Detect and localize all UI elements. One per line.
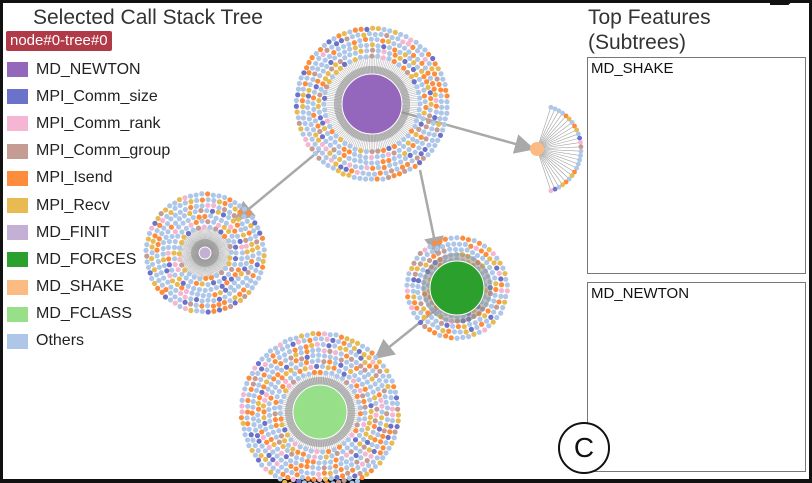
legend-item[interactable]: Others [7,328,170,355]
legend-label: MD_FORCES [36,250,137,268]
cluster-md-finit[interactable] [143,191,267,315]
edge-arrow [234,149,321,222]
legend-label: MPI_Comm_size [36,87,158,105]
legend-item[interactable]: MPI_Isend [7,165,170,192]
legend-item[interactable]: MPI_Recv [7,192,170,219]
legend-label: MD_NEWTON [36,60,141,78]
legend-swatch [7,143,28,159]
feature-box-md-newton[interactable]: MD_NEWTON [587,282,806,472]
legend-swatch [7,225,28,241]
legend-item[interactable]: MD_FINIT [7,219,170,246]
legend-swatch [7,116,28,132]
legend-label: MPI_Comm_rank [36,114,161,132]
legend-label: MD_FCLASS [36,305,133,323]
cluster-md-forces[interactable] [404,235,510,341]
legend-swatch [7,306,28,322]
feature-label: MD_NEWTON [591,285,690,302]
legend-item[interactable]: MPI_Comm_size [7,83,170,110]
node-tree-tag[interactable]: node#0-tree#0 [6,31,112,51]
panel-subtitle-subtrees: (Subtrees) [588,31,687,54]
legend-label: MPI_Recv [36,196,110,214]
feature-box-md-shake[interactable]: MD_SHAKE [587,57,806,274]
legend-label: MPI_Isend [36,169,113,187]
panel-title-call-stack: Selected Call Stack Tree [33,6,263,29]
legend-label: Others [36,332,85,350]
legend-item[interactable]: MPI_Comm_group [7,138,170,165]
cluster-md-shake[interactable] [530,104,584,194]
legend: MD_NEWTON MPI_Comm_size MPI_Comm_rank MPI_C… [7,56,170,355]
legend-swatch [7,333,28,349]
feature-label: MD_SHAKE [591,60,674,77]
legend-swatch [7,252,28,268]
legend-label: MD_FINIT [36,223,110,241]
edge-arrow [418,169,444,257]
corner-tab [770,0,794,5]
panel-title-top-features: Top Features [588,6,711,29]
panel-letter-badge: C [558,422,610,474]
legend-swatch [7,89,28,105]
legend-swatch [7,279,28,295]
legend-label: MPI_Comm_group [36,142,171,160]
legend-item[interactable]: MPI_Comm_rank [7,110,170,137]
legend-swatch [7,62,28,78]
legend-label: MD_SHAKE [36,278,125,296]
legend-swatch [7,198,28,214]
legend-item[interactable]: MD_FORCES [7,246,170,273]
cluster-md-fclass[interactable] [238,330,402,483]
cluster-md-newton[interactable] [293,25,450,182]
legend-item[interactable]: MD_NEWTON [7,56,170,83]
legend-item[interactable]: MD_FCLASS [7,301,170,328]
legend-swatch [7,170,28,186]
legend-item[interactable]: MD_SHAKE [7,274,170,301]
